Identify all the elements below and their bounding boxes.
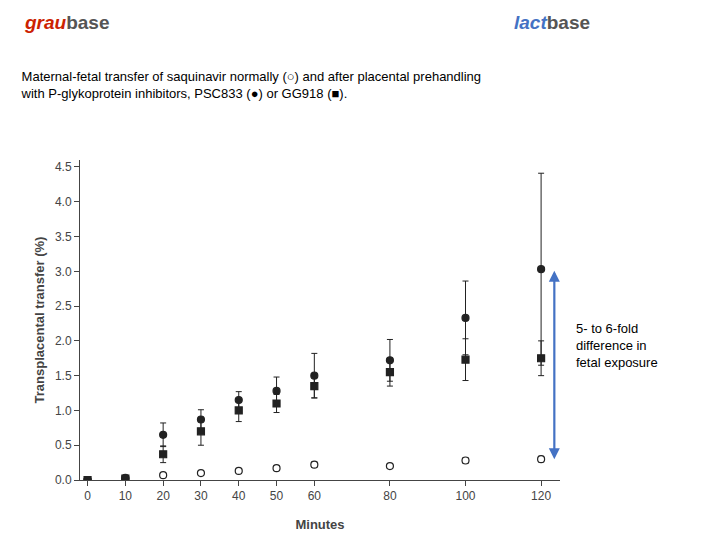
svg-text:10: 10: [119, 489, 133, 503]
svg-text:3.0: 3.0: [55, 265, 72, 279]
svg-text:0: 0: [84, 489, 91, 503]
svg-text:120: 120: [531, 489, 551, 503]
svg-text:5- to 6-folddifference infetal: 5- to 6-folddifference infetal exposure: [576, 321, 658, 370]
svg-text:0.5: 0.5: [55, 438, 72, 452]
svg-text:Minutes: Minutes: [295, 517, 344, 532]
svg-text:graubase: graubase: [24, 12, 110, 33]
svg-text:1.5: 1.5: [55, 369, 72, 383]
svg-text:2.0: 2.0: [55, 334, 72, 348]
svg-text:4.5: 4.5: [55, 160, 72, 174]
svg-text:80: 80: [383, 489, 397, 503]
svg-text:Transplacental transfer (%): Transplacental transfer (%): [32, 237, 47, 404]
svg-text:100: 100: [455, 489, 475, 503]
svg-text:0.0: 0.0: [55, 473, 72, 487]
svg-text:30: 30: [194, 489, 208, 503]
svg-text:Maternal-fetal transfer of saq: Maternal-fetal transfer of saquinavir no…: [21, 69, 481, 101]
svg-text:60: 60: [308, 489, 322, 503]
svg-text:40: 40: [232, 489, 246, 503]
svg-text:20: 20: [156, 489, 170, 503]
svg-text:50: 50: [270, 489, 284, 503]
svg-text:2.5: 2.5: [55, 299, 72, 313]
svg-text:lactbase: lactbase: [514, 12, 590, 33]
svg-text:3.5: 3.5: [55, 230, 72, 244]
svg-text:4.0: 4.0: [55, 195, 72, 209]
svg-text:1.0: 1.0: [55, 404, 72, 418]
